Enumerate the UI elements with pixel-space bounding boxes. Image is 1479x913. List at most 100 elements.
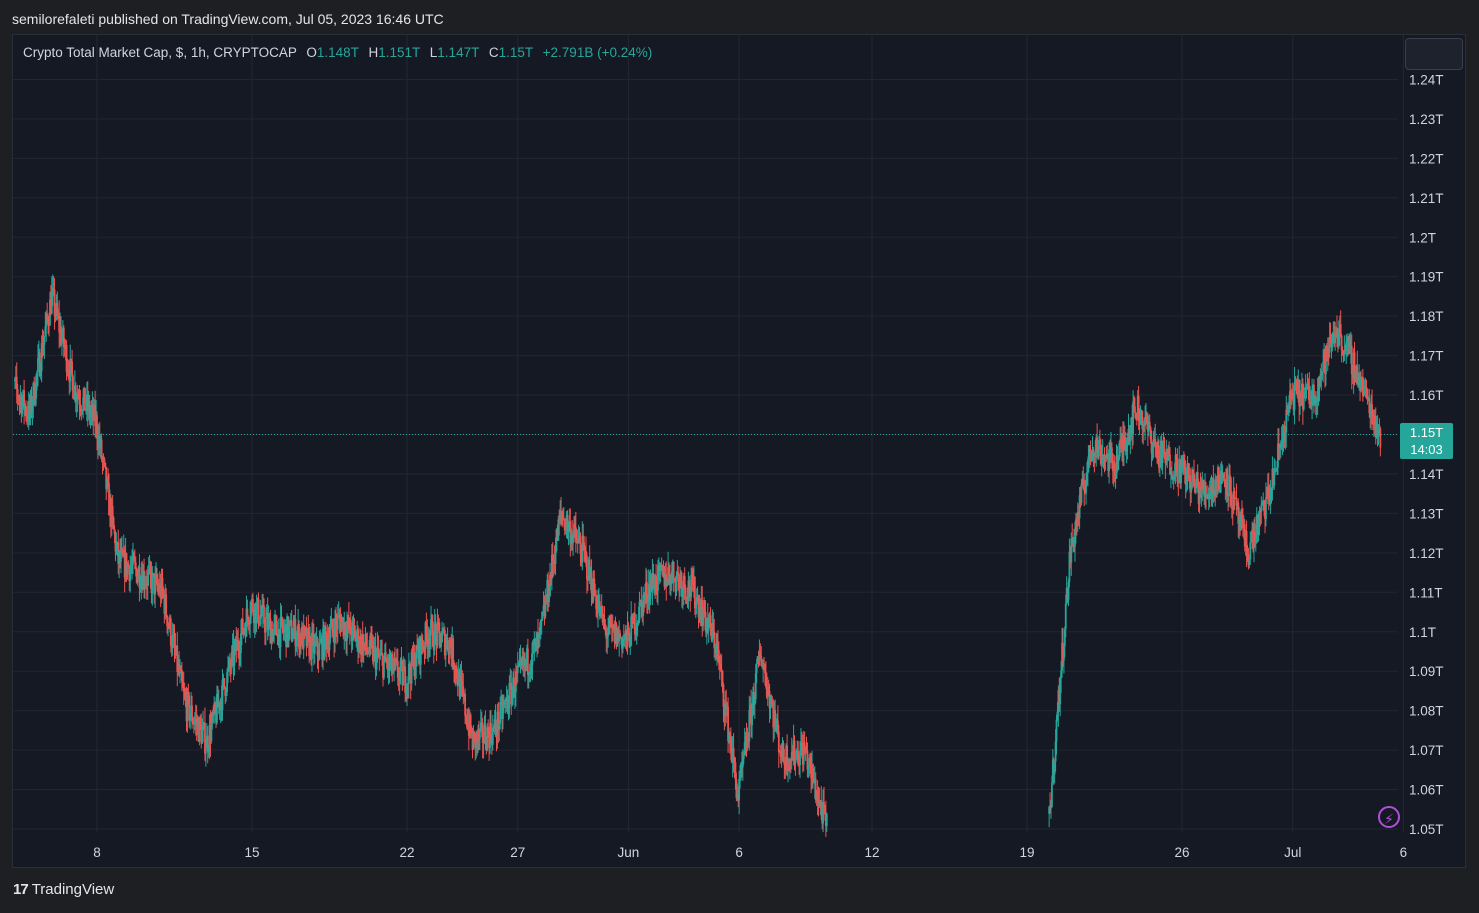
candle-body [236,639,239,651]
y-tick-label: 1.14T [1409,467,1444,482]
candle-body [606,636,609,639]
candle-body [717,650,720,663]
candle-body [741,758,744,768]
candle-body [1115,456,1118,479]
candle-body [498,723,501,731]
candle-body [331,619,334,630]
candle-body [779,750,782,757]
candle-body [206,735,209,752]
corner-box[interactable] [1405,38,1463,70]
candle-body [433,623,436,651]
candle-body [364,633,367,645]
candle-body [1058,690,1061,705]
candle-body [1063,646,1065,661]
candle-body [1062,642,1064,661]
candle-body [419,637,422,665]
candle-body [698,607,701,618]
candle-body [1307,382,1310,387]
candle-body [1365,387,1368,389]
last-price-value: 1.15T [1409,425,1444,440]
x-axis[interactable]: 8 15 22 27 Jun 6 12 19 26 Jul 6 [93,845,1407,860]
candle-body [416,645,419,651]
candle-body [1329,337,1332,343]
candle-body [1119,439,1122,444]
candle-body [1351,374,1354,379]
candle-body [466,720,468,728]
candle-body [1280,441,1283,444]
candle-body [1150,439,1153,454]
y-axis[interactable]: 1.24T 1.23T 1.22T 1.21T 1.2T 1.19T 1.18T 1.17T 1… [1409,72,1444,837]
candle-body [778,750,781,753]
candle-body [1333,333,1336,344]
candle-body [1340,335,1343,350]
candle-body [740,763,742,779]
candle-body [197,721,200,742]
candle-body [1194,483,1197,493]
candle-body [567,525,570,532]
x-tick-label: Jul [1284,845,1301,860]
candle-body [89,413,92,418]
candle-body [412,653,415,663]
candle-body [357,629,360,652]
candle-body [508,683,511,709]
candle-body [1255,515,1258,533]
candle-body [34,398,37,404]
candle-body [257,598,260,624]
candle-body [724,703,727,716]
candle-body [1126,437,1129,445]
candle-body [109,499,111,516]
candle-body [756,656,759,664]
candle-body [558,519,561,521]
candle-body [513,677,515,697]
candle-body [1202,480,1205,491]
candle-body [633,613,635,624]
candle-body [1157,445,1159,456]
candle-body [227,667,229,673]
candle-body [720,669,723,672]
candle-body [299,634,302,645]
candle-body [753,692,755,705]
candle-body [199,718,202,726]
candle-body [1184,470,1187,485]
candle-body [1377,430,1380,436]
candle-body [1374,422,1377,438]
candle-body [390,653,393,664]
candle-body [124,553,127,578]
candle-body [812,763,814,783]
lightning-icon[interactable]: ⚡ [1378,806,1400,828]
candle-body [784,764,787,771]
candle-body [526,648,528,664]
candle-body [210,723,213,742]
candle-body [716,644,718,653]
candle-body [250,602,252,617]
candle-body [1095,437,1098,453]
candle-body [295,640,298,647]
candle-body [264,623,266,633]
candle-body [1162,445,1165,449]
candle-body [808,757,811,766]
candle-body [639,599,642,602]
candle-body [1242,524,1245,529]
candle-body [1247,554,1250,566]
candle-body [534,638,537,644]
candle-body [1268,499,1271,504]
candle-body [476,733,479,742]
candle-body [1300,391,1302,399]
tradingview-logo[interactable]: 17 TradingView [13,881,114,898]
candle-body [507,708,510,710]
candles [13,274,1382,837]
candle-body [281,617,284,628]
candle-body [99,439,102,448]
candle-body [1182,457,1184,460]
candle-body [746,741,749,747]
candle-body [1093,453,1096,457]
symbol-description[interactable]: Crypto Total Market Cap, $, 1h, CRYPTOCA… [23,45,297,60]
candle-body [110,506,113,527]
candle-body [128,566,131,582]
candle-body [255,605,258,623]
candle-body [411,651,414,663]
candle-body [1262,499,1265,502]
candle-body [773,710,776,728]
candle-body [421,646,424,650]
